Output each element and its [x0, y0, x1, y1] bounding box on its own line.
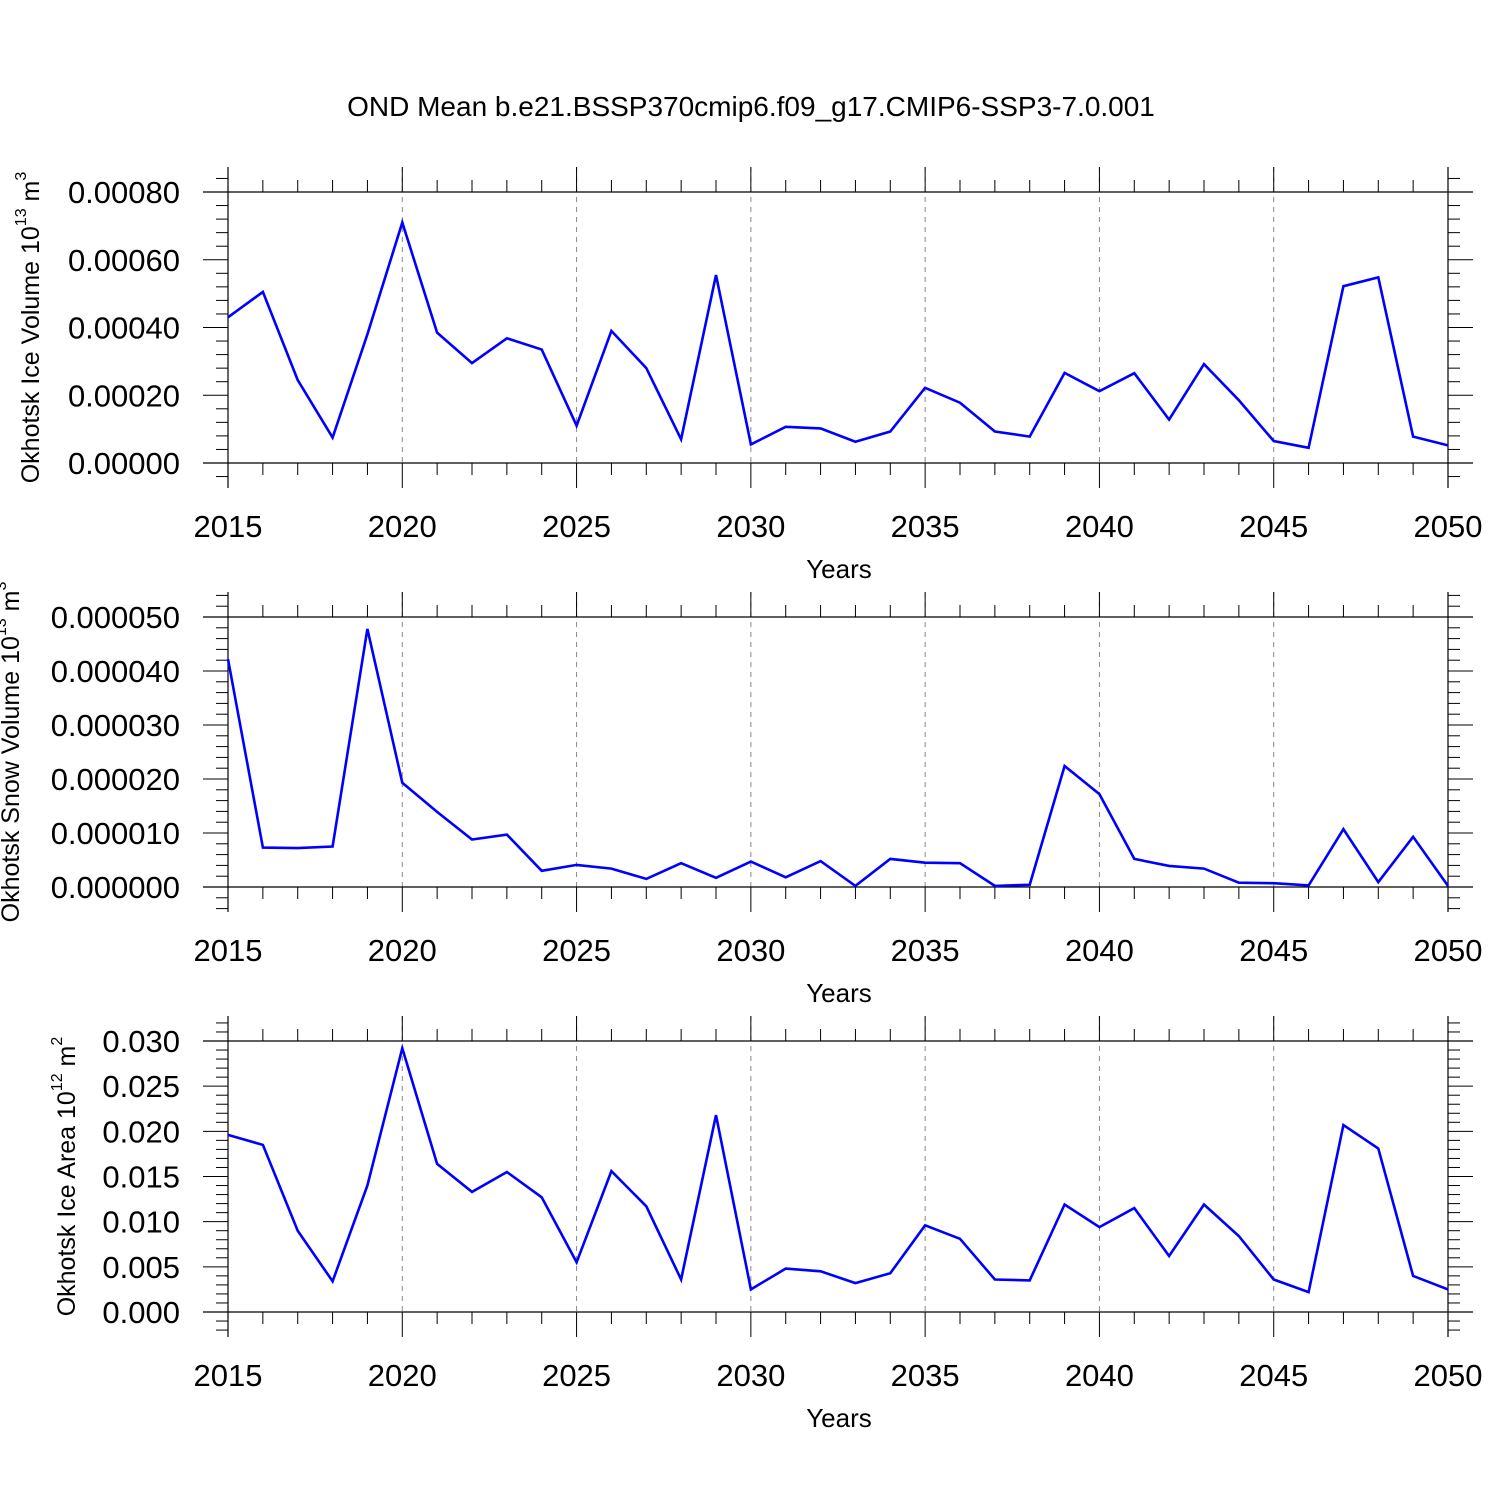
- y-tick-label: 0.00020: [68, 378, 180, 413]
- x-tick-label: 2040: [1065, 509, 1134, 544]
- x-tick-label: 2035: [891, 933, 960, 968]
- y-axis-label-text: Okhotsk Ice Volume 10: [17, 226, 45, 483]
- y-tick-label: 0.025: [102, 1069, 180, 1104]
- x-axis-label: Years: [806, 1403, 872, 1433]
- y-axis-label-superscript: 3: [0, 582, 10, 591]
- data-series-line: [226, 628, 1450, 888]
- x-tick-label: 2020: [368, 933, 437, 968]
- y-axis-label-superscript: 12: [49, 1073, 66, 1091]
- y-tick-label: 0.000010: [51, 816, 180, 851]
- x-tick-label: 2045: [1239, 509, 1308, 544]
- chart-panel-2: 0.000000 0.000010 0.000020 0.000030 0.000040…: [0, 582, 1482, 1008]
- x-tick-label: 2020: [368, 1358, 437, 1393]
- chart-panel-3: 0.000 0.005 0.010 0.015 0.020 0.025 0.030 2015 2…: [49, 1016, 1482, 1433]
- data-series-line: [227, 218, 1449, 450]
- y-tick-label: 0.015: [102, 1160, 180, 1195]
- x-tick-label: 2030: [716, 509, 785, 544]
- x-tick-label: 2045: [1239, 1358, 1308, 1393]
- y-tick-label: 0.010: [102, 1205, 180, 1240]
- y-axis-label-superscript: 13: [13, 208, 30, 226]
- y-tick-label: 0.020: [102, 1114, 180, 1149]
- y-tick-label: 0.000000: [51, 870, 180, 905]
- x-tick-label: 2025: [542, 1358, 611, 1393]
- y-tick-label: 0.000020: [51, 762, 180, 797]
- y-tick-label: 0.00000: [68, 446, 180, 481]
- x-tick-label: 2015: [194, 509, 263, 544]
- data-series-line: [227, 1043, 1449, 1294]
- x-tick-label: 2025: [542, 509, 611, 544]
- y-axis-label-text: m: [53, 1046, 81, 1074]
- y-axis-label-superscript: 13: [0, 618, 10, 636]
- x-tick-label: 2040: [1065, 933, 1134, 968]
- figure-title: OND Mean b.e21.BSSP370cmip6.f09_g17.CMIP…: [347, 91, 1155, 122]
- x-tick-label: 2035: [891, 509, 960, 544]
- y-axis-label-text: Okhotsk Ice Area 10: [53, 1091, 81, 1316]
- x-tick-label: 2040: [1065, 1358, 1134, 1393]
- y-axis-label-superscript: 3: [13, 172, 30, 181]
- y-axis-label-text: Okhotsk Snow Volume 10: [0, 636, 25, 922]
- y-axis-label-text: m: [17, 181, 45, 209]
- y-tick-label: 0.00060: [68, 243, 180, 278]
- y-tick-label: 0.000050: [51, 600, 180, 635]
- x-tick-label: 2030: [716, 933, 785, 968]
- x-tick-label: 2015: [194, 1358, 263, 1393]
- y-tick-label: 0.030: [102, 1024, 180, 1059]
- y-axis-label: Okhotsk Snow Volume 1013 m3: [0, 582, 25, 923]
- x-tick-label: 2030: [716, 1358, 785, 1393]
- x-tick-label: 2045: [1239, 933, 1308, 968]
- x-tick-label: 2050: [1414, 509, 1483, 544]
- y-tick-label: 0.000030: [51, 708, 180, 743]
- y-axis-label-text: m: [0, 591, 25, 619]
- x-tick-label: 2035: [891, 1358, 960, 1393]
- y-tick-label: 0.005: [102, 1250, 180, 1285]
- chart-panels: 0.00000 0.00020 0.00040 0.00060 0.00080 2015 2…: [0, 167, 1482, 1433]
- x-tick-label: 2020: [368, 509, 437, 544]
- x-axis-label: Years: [806, 554, 872, 584]
- y-axis-label-superscript: 2: [49, 1037, 66, 1046]
- x-tick-label: 2050: [1414, 1358, 1483, 1393]
- y-tick-label: 0.000: [102, 1295, 180, 1330]
- y-axis-label: Okhotsk Ice Area 1012 m2: [49, 1037, 80, 1317]
- y-tick-label: 0.000040: [51, 654, 180, 689]
- y-tick-label: 0.00040: [68, 311, 180, 346]
- x-tick-label: 2025: [542, 933, 611, 968]
- chart-panel-1: 0.00000 0.00020 0.00040 0.00060 0.00080 2015 2…: [13, 167, 1482, 584]
- x-axis-label: Years: [806, 978, 872, 1008]
- y-tick-label: 0.00080: [68, 175, 180, 210]
- x-tick-label: 2050: [1414, 933, 1483, 968]
- y-axis-label: Okhotsk Ice Volume 1013 m3: [13, 172, 44, 484]
- x-tick-label: 2015: [194, 933, 263, 968]
